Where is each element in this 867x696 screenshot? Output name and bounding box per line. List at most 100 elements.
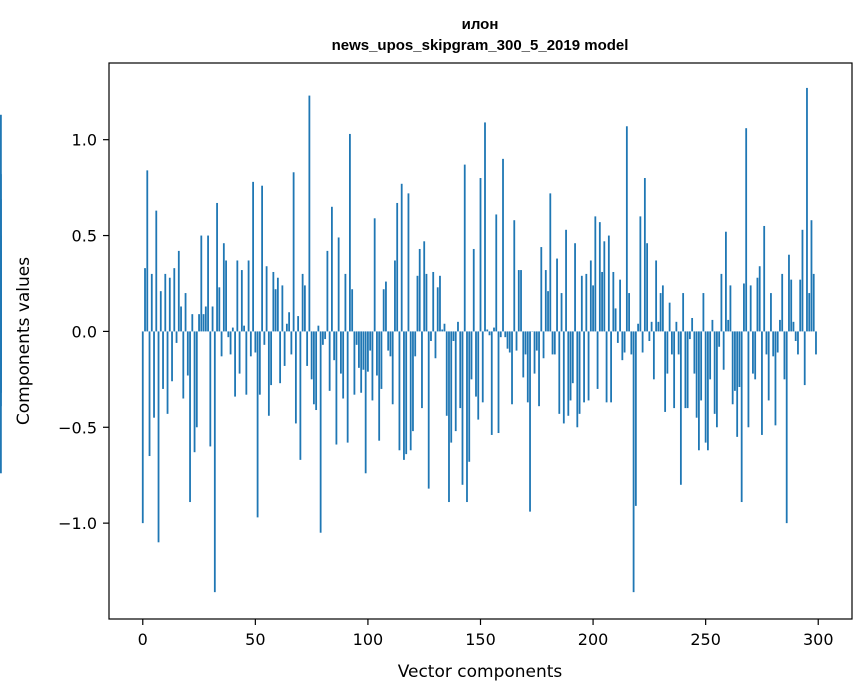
y-tick-label-0: −1.0	[58, 514, 97, 533]
bar-169	[522, 331, 525, 378]
bar-157	[495, 214, 498, 332]
bar-54	[263, 331, 266, 345]
bar-270	[749, 285, 752, 332]
bar-261	[729, 285, 732, 332]
bar-24	[195, 331, 198, 428]
bar-60	[276, 277, 279, 332]
bar-11	[166, 331, 169, 414]
bar-244	[691, 317, 694, 332]
bar-71	[301, 273, 304, 332]
bar-237	[675, 321, 678, 332]
bar-36	[222, 243, 225, 332]
bar-106	[380, 331, 383, 389]
bar-211	[616, 331, 619, 343]
bar-298	[812, 273, 815, 332]
bar-42	[236, 260, 239, 332]
bar-236	[673, 331, 676, 409]
bar-223	[643, 178, 646, 332]
bar-231	[661, 285, 664, 332]
bar-84	[331, 206, 333, 332]
bar-180	[547, 291, 549, 332]
bar-91	[346, 331, 349, 443]
bar-269	[747, 331, 750, 428]
bar-254	[713, 331, 716, 414]
bar-156	[493, 327, 495, 332]
bar-249	[702, 293, 705, 332]
bar-243	[688, 331, 691, 340]
bar-235	[670, 331, 673, 355]
bar-64	[285, 323, 288, 332]
bar-3	[148, 331, 151, 457]
bar-245	[693, 331, 696, 374]
bar-198	[587, 331, 590, 401]
bar-179	[544, 270, 547, 332]
bar-128	[430, 331, 432, 341]
bar-275	[761, 331, 763, 435]
bar-296	[808, 293, 811, 332]
bars-group	[0, 87, 817, 593]
bar-252	[709, 331, 712, 380]
bar-88	[340, 331, 342, 374]
bar-219	[634, 331, 637, 506]
bar-171	[526, 331, 529, 403]
bar-32	[213, 331, 216, 593]
bar-260	[727, 319, 730, 332]
bar-13	[171, 331, 173, 382]
bar-103	[373, 218, 376, 332]
bar-126	[425, 273, 428, 332]
bar-258	[722, 331, 725, 370]
bar-108	[385, 281, 387, 332]
bar-102	[371, 331, 374, 401]
bar-234	[668, 302, 671, 332]
bar-233	[666, 331, 669, 374]
bar-218	[632, 331, 635, 593]
bar-163	[508, 331, 511, 353]
bar-72	[303, 285, 306, 332]
bar-73	[306, 331, 309, 366]
bar-159	[499, 331, 502, 338]
bar-167	[517, 270, 520, 332]
bar-1	[144, 268, 146, 332]
x-tick-label-300: 300	[803, 630, 834, 649]
bar-48	[249, 331, 252, 357]
y-tick-label-3: 0.5	[72, 227, 97, 246]
bar-0	[141, 331, 144, 524]
bar-207	[607, 235, 610, 332]
bar-292	[799, 279, 802, 332]
bar-111	[391, 331, 394, 405]
bar-212	[619, 279, 621, 332]
bar-83	[328, 331, 331, 391]
bar-109	[387, 331, 390, 351]
bar-189	[567, 331, 570, 416]
bar-19	[184, 293, 187, 332]
bar-80	[321, 331, 324, 345]
bar-199	[589, 260, 592, 332]
bar-26	[200, 235, 203, 332]
bar-131	[436, 287, 439, 332]
bar-139	[454, 331, 457, 432]
bar-16	[177, 250, 180, 332]
bar-122	[416, 275, 419, 332]
bar-137	[450, 331, 453, 443]
bar-33	[216, 202, 218, 332]
bar-95	[355, 331, 358, 345]
chart-title-line1: илон	[462, 16, 499, 33]
bar-184	[556, 258, 558, 332]
bar-18	[182, 331, 185, 399]
bar-208	[610, 331, 612, 403]
bar-266	[740, 331, 743, 503]
bar-118	[407, 193, 410, 332]
bar-30	[209, 331, 212, 447]
bar-8	[159, 291, 162, 332]
bar-256	[718, 331, 721, 347]
bar-70	[299, 331, 302, 460]
bar-10	[164, 273, 167, 332]
bar-289	[792, 321, 795, 332]
bar-177	[540, 247, 543, 332]
bar-295	[806, 87, 808, 332]
bar-217	[630, 331, 633, 355]
bar-176	[538, 331, 540, 407]
bar-52	[258, 331, 261, 395]
bar-12	[168, 277, 171, 332]
